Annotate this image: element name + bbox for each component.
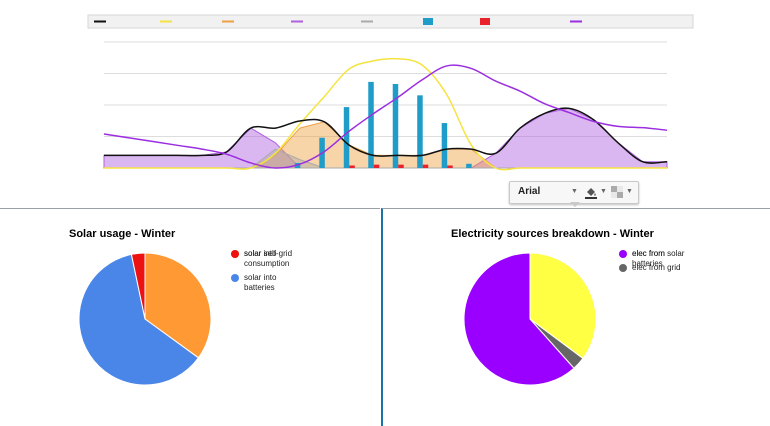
fill-color-icon[interactable] — [584, 186, 598, 199]
solar-to-grid-bar — [373, 164, 380, 168]
solar-to-grid-bar — [422, 164, 429, 168]
pie-slice — [78, 253, 200, 386]
total-solar-output-line — [104, 57, 667, 171]
solar-usage-title: Solar usage - Winter — [69, 228, 176, 240]
solar-to-batteries-bar — [368, 81, 374, 168]
legend-marker — [231, 274, 239, 282]
main-combo-chart — [87, 14, 694, 171]
legend-label: elec from grid — [632, 263, 681, 272]
legend-marker — [619, 250, 627, 258]
state-of-charge-line — [103, 64, 668, 169]
legend-marker — [231, 250, 239, 258]
fill-dropdown-caret-icon[interactable]: ▼ — [600, 188, 607, 195]
solar-usage-pie — [78, 252, 212, 386]
solar-to-batteries-bar — [392, 84, 399, 168]
legend-box — [87, 14, 694, 29]
legend-label: solar self- consumption — [244, 249, 290, 268]
electricity-sources-pie — [463, 252, 597, 386]
pie-slice — [130, 252, 146, 320]
pattern-dropdown-caret-icon[interactable]: ▼ — [626, 188, 633, 195]
electricity-sources-chart-pane[interactable]: Electricity sources breakdown - Winter e… — [381, 208, 770, 426]
pie-slice — [144, 252, 212, 359]
solar-to-batteries-bar — [441, 123, 448, 168]
electricity-demand-line — [104, 107, 668, 164]
toolbar-pointer — [570, 202, 580, 207]
solar-to-grid-bar — [349, 165, 355, 168]
font-name-dropdown[interactable]: Arial — [518, 186, 541, 197]
legend-label: solar into grid — [244, 249, 293, 258]
legend-marker — [619, 264, 627, 272]
font-dropdown-caret-icon[interactable]: ▼ — [571, 188, 578, 195]
solar-usage-chart-pane[interactable]: Solar usage - Winter solar self- consump… — [0, 208, 380, 426]
solar-to-grid-bar — [447, 165, 453, 168]
pie-slice — [529, 252, 597, 360]
solar-to-batteries-bar — [466, 163, 472, 168]
legend-label: elec from batteries — [632, 249, 665, 268]
legend-label: elec from solar — [632, 249, 685, 258]
legend-label: solar into batteries — [244, 273, 277, 292]
chart-pattern-icon[interactable] — [611, 186, 623, 198]
solar-to-grid-bar — [398, 164, 404, 168]
pie-slice — [463, 252, 575, 386]
legend-swatch — [423, 18, 433, 25]
solar-to-batteries-bar — [343, 107, 350, 168]
electricity-sources-title: Electricity sources breakdown - Winter — [451, 228, 654, 240]
chart-font-toolbar: Arial ▼ ▼ ▼ — [509, 181, 639, 204]
solar-to-batteries-bar — [417, 95, 423, 168]
legend-swatch — [480, 18, 490, 25]
